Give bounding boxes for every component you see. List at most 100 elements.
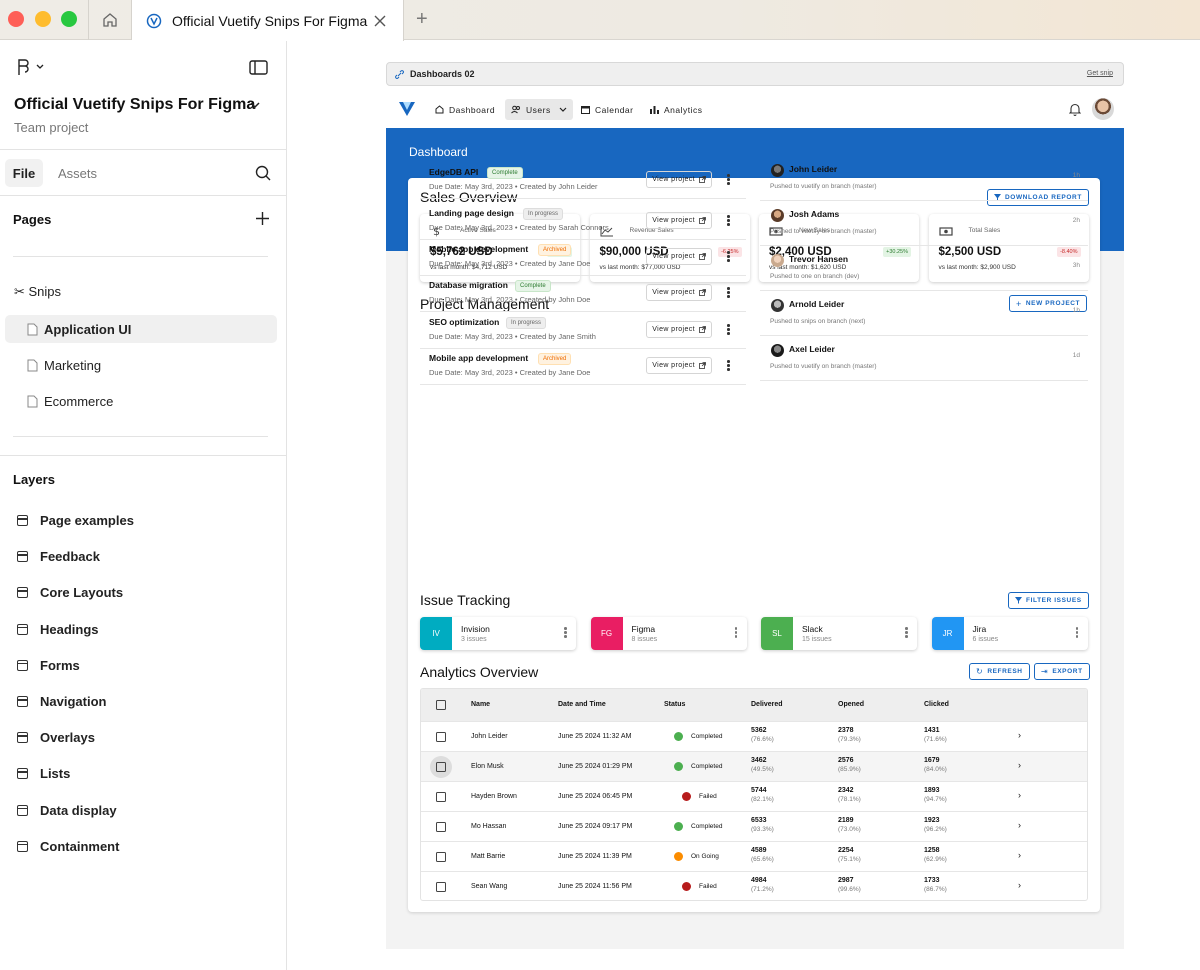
tab-assets[interactable]: Assets (58, 166, 98, 181)
active-browser-tab[interactable]: Official Vuetify Snips For Figma (132, 0, 404, 41)
layers-heading: Layers (13, 472, 55, 487)
close-tab-icon[interactable] (373, 14, 387, 28)
nav-users[interactable]: Users (505, 99, 573, 120)
issue-card[interactable]: JR Jira 6 issues (931, 617, 1088, 650)
table-row[interactable]: Matt Barrie June 25 2024 11:39 PM On Going… (421, 841, 1087, 871)
home-tab[interactable] (88, 0, 132, 40)
layer-item[interactable]: Page examples (17, 513, 134, 528)
activity-item[interactable]: Axel Leider Pushed to vuetify on branch (… (760, 336, 1088, 381)
row-checkbox[interactable] (436, 792, 446, 802)
cell-opened: 2342 (78.1%) (838, 787, 861, 803)
maximize-window-button[interactable] (61, 11, 77, 27)
get-snip-link[interactable]: Get snip (1086, 70, 1113, 77)
download-report-button[interactable]: DOWNLOAD REPORT (987, 189, 1089, 206)
layer-item[interactable]: Navigation (17, 694, 106, 709)
row-checkbox[interactable] (436, 822, 446, 832)
chevron-right-icon[interactable]: › (1018, 730, 1021, 740)
close-window-button[interactable] (8, 11, 24, 27)
figma-menu-icon[interactable] (16, 58, 46, 76)
view-project-button[interactable]: View project (646, 212, 712, 229)
header-status[interactable]: Status (664, 701, 686, 708)
page-item-marketing[interactable]: Marketing (5, 351, 277, 379)
filter-icon (1015, 597, 1022, 604)
more-vert-icon[interactable] (727, 174, 731, 186)
activity-item[interactable]: John Leider Pushed to vuetify on branch (… (760, 156, 1088, 201)
table-row[interactable]: Elon Musk June 25 2024 01:29 PM Completed 3… (421, 751, 1087, 781)
more-vert-icon[interactable] (905, 627, 909, 639)
header-date[interactable]: Date and Time (558, 701, 606, 708)
filter-issues-button[interactable]: FILTER ISSUES (1008, 592, 1089, 609)
chevron-right-icon[interactable]: › (1018, 850, 1021, 860)
vuetify-logo-icon[interactable] (398, 101, 416, 117)
layer-item[interactable]: Forms (17, 658, 80, 673)
activity-item[interactable]: Trevor Hansen Pushed to one on branch (de… (760, 246, 1088, 291)
row-checkbox[interactable] (436, 882, 446, 892)
issue-card[interactable]: IV Invision 3 issues (420, 617, 576, 650)
add-page-icon[interactable] (255, 211, 270, 226)
toggle-sidebar-icon[interactable] (249, 60, 268, 75)
row-checkbox[interactable] (436, 732, 446, 742)
header-clicked[interactable]: Clicked (924, 701, 949, 708)
layer-item[interactable]: Data display (17, 803, 117, 818)
refresh-button[interactable]: ↻ REFRESH (969, 663, 1030, 680)
nav-calendar[interactable]: Calendar (575, 99, 640, 120)
more-vert-icon[interactable] (727, 360, 731, 372)
layer-item[interactable]: Lists (17, 766, 70, 781)
more-vert-icon[interactable] (564, 627, 568, 639)
layer-item[interactable]: Containment (17, 839, 119, 854)
chevron-right-icon[interactable]: › (1018, 760, 1021, 770)
new-tab-icon[interactable]: + (416, 8, 428, 30)
select-all-checkbox[interactable] (436, 700, 446, 710)
issue-card[interactable]: SL Slack 15 issues (761, 617, 917, 650)
more-vert-icon[interactable] (727, 287, 731, 299)
view-project-button[interactable]: View project (646, 321, 712, 338)
more-vert-icon[interactable] (727, 251, 731, 263)
header-delivered[interactable]: Delivered (751, 701, 783, 708)
opened-percent: (75.1%) (838, 856, 861, 863)
row-checkbox[interactable] (436, 762, 446, 772)
header-opened[interactable]: Opened (838, 701, 865, 708)
view-project-button[interactable]: View project (646, 284, 712, 301)
layer-item[interactable]: Core Layouts (17, 585, 123, 600)
chevron-right-icon[interactable]: › (1018, 790, 1021, 800)
more-vert-icon[interactable] (1075, 627, 1080, 639)
activity-item[interactable]: Josh Adams Pushed to vuetify on branch (m… (760, 201, 1088, 246)
page-item-ecommerce[interactable]: Ecommerce (5, 387, 277, 415)
file-title[interactable]: Official Vuetify Snips For Figma (14, 96, 256, 113)
header-name[interactable]: Name (471, 701, 491, 708)
more-vert-icon[interactable] (727, 324, 731, 336)
chevron-right-icon[interactable]: › (1018, 880, 1021, 890)
bell-icon[interactable] (1069, 103, 1081, 116)
view-project-button[interactable]: View project (646, 357, 712, 374)
layer-item[interactable]: Overlays (17, 730, 95, 745)
activity-user: Arnold Leider (789, 299, 845, 309)
activity-item[interactable]: Arnold Leider Pushed to snips on branch (… (760, 291, 1088, 336)
layer-item[interactable]: Feedback (17, 549, 100, 564)
more-vert-icon[interactable] (727, 215, 731, 227)
view-project-button[interactable]: View project (646, 248, 712, 265)
divider (0, 195, 287, 196)
chevron-down-icon[interactable] (250, 101, 260, 109)
tab-file[interactable]: File (5, 159, 43, 187)
view-project-button[interactable]: View project (646, 171, 712, 188)
nav-analytics[interactable]: Analytics (644, 99, 709, 120)
search-icon[interactable] (255, 165, 271, 181)
issue-card[interactable]: FG Figma 8 issues (590, 617, 747, 650)
chevron-right-icon[interactable]: › (1018, 820, 1021, 830)
export-button[interactable]: ⇥ EXPORT (1034, 663, 1090, 680)
more-vert-icon[interactable] (734, 627, 739, 639)
table-row[interactable]: Sean Wang June 25 2024 11:56 PM Failed 4984… (421, 871, 1087, 900)
page-item-snips[interactable]: ✂ Snips (5, 278, 277, 306)
snip-header: Dashboards 02 Get snip (386, 62, 1124, 86)
row-checkbox[interactable] (436, 852, 446, 862)
page-item-application-ui[interactable]: Application UI (5, 315, 277, 343)
new-project-button[interactable]: + NEW PROJECT (1009, 295, 1088, 312)
minimize-window-button[interactable] (35, 11, 51, 27)
table-row[interactable]: Hayden Brown June 25 2024 06:45 PM Failed 5… (421, 781, 1087, 811)
table-row[interactable]: John Leider June 25 2024 11:32 AM Complete… (421, 721, 1087, 751)
avatar[interactable] (1092, 98, 1114, 120)
table-row[interactable]: Mo Hassan June 25 2024 09:17 PM Completed 6… (421, 811, 1087, 841)
layer-item[interactable]: Headings (17, 622, 99, 637)
cell-name: John Leider (471, 733, 508, 740)
nav-dashboard[interactable]: Dashboard (429, 99, 501, 120)
